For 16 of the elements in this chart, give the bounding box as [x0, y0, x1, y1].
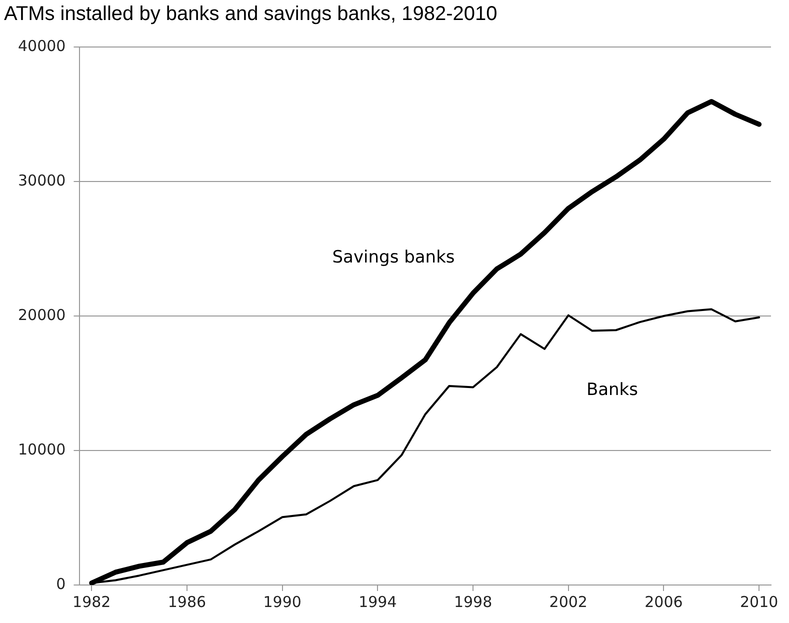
x-tick-label: 1986: [168, 592, 206, 611]
x-tick-label: 2006: [644, 592, 683, 611]
x-tick-label: 1998: [454, 592, 492, 611]
chart-title: ATMs installed by banks and savings banks, 1982-2010: [3, 2, 498, 27]
x-tick-label: 1982: [72, 592, 111, 611]
y-tick-label: 10000: [18, 440, 66, 458]
y-tick-label: 20000: [18, 306, 66, 324]
text: Banks: [586, 380, 638, 400]
x-tick-label: 1994: [358, 592, 397, 611]
y-tick-label: 0: [56, 574, 66, 593]
x-tick-label: 1990: [263, 592, 302, 611]
x-tick-label: 2002: [549, 592, 588, 611]
x-tick-label: 2010: [740, 592, 778, 611]
series-label: Savings banks: [332, 247, 455, 268]
y-tick-label: 40000: [18, 36, 66, 55]
y-tick-label: 30000: [18, 171, 66, 190]
